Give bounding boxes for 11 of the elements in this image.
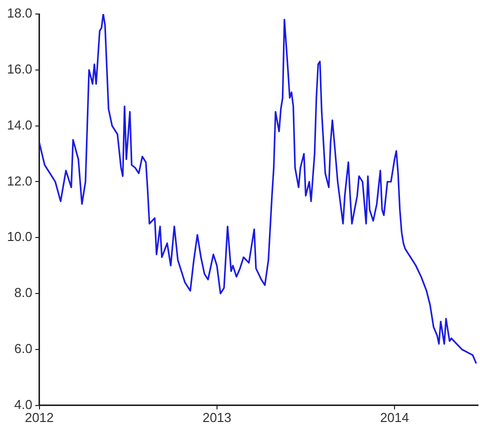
y-tick-label: 16.0 xyxy=(6,61,32,76)
x-tick-label: 2014 xyxy=(380,410,409,425)
y-tick-label: 4.0 xyxy=(14,396,32,412)
y-tick-label: 18.0 xyxy=(6,6,32,21)
y-tick-label: 8.0 xyxy=(14,285,32,300)
y-tick-label: 14.0 xyxy=(6,117,32,132)
y-tick-label: 10.0 xyxy=(6,229,32,244)
x-tick-label: 2012 xyxy=(24,410,54,425)
x-tick-label: 2013 xyxy=(202,410,232,425)
y-tick-label: 6.0 xyxy=(14,341,32,356)
y-tick-label: 12.0 xyxy=(6,173,32,188)
